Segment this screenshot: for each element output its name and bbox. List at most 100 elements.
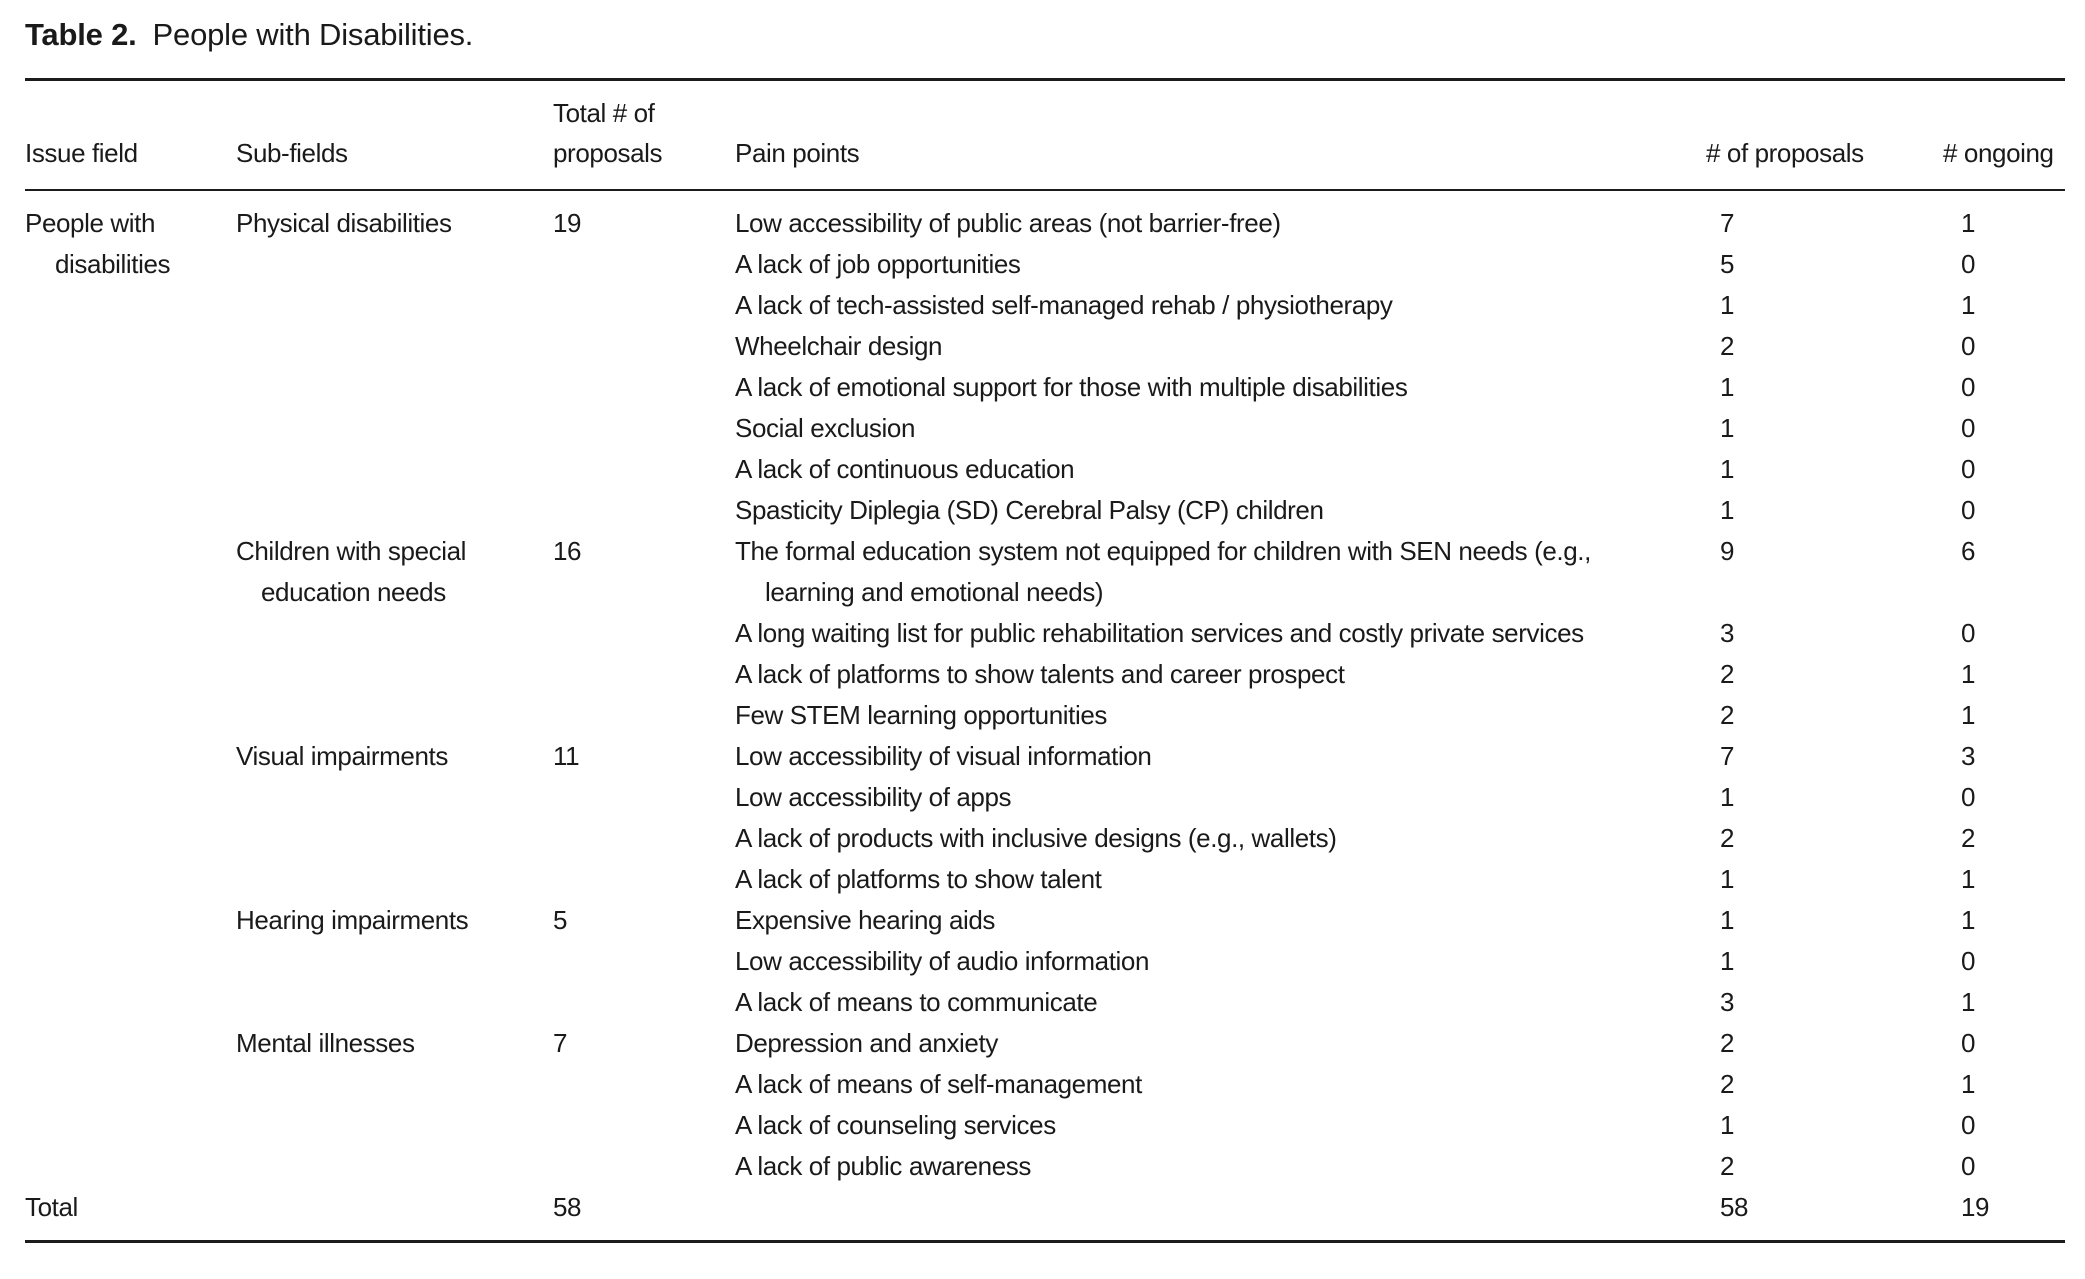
pain-point-row: Children with special education needs 16 T… (25, 531, 2065, 613)
proposals-count-cell: 5 (1720, 249, 1735, 279)
pain-point-row: A lack of emotional support for those wi… (25, 367, 2065, 408)
proposals-count-cell: 1 (1720, 290, 1735, 320)
ongoing-count-cell: 0 (1961, 331, 1976, 361)
proposals-count-cell: 1 (1720, 946, 1735, 976)
header-issue-field: Issue field (25, 79, 236, 191)
proposals-count-cell: 2 (1720, 1069, 1735, 1099)
total-painpoint-empty-cell (735, 1187, 1698, 1242)
pain-point-cell: A lack of counseling services (735, 1110, 1056, 1140)
pain-point-cell: Low accessibility of apps (735, 782, 1012, 812)
pain-point-cell: Expensive hearing aids (735, 905, 996, 935)
pain-point-cell: The formal education system not equipped… (735, 536, 1591, 607)
pain-point-row: A lack of means of self-management 2 1 (25, 1064, 2065, 1105)
proposals-count-cell: 3 (1720, 618, 1735, 648)
proposals-count-cell: 2 (1720, 1151, 1735, 1181)
pain-point-row: Social exclusion 1 0 (25, 408, 2065, 449)
proposals-count-cell: 1 (1720, 413, 1735, 443)
sub-field-cell: Children with special education needs (236, 536, 467, 607)
pain-point-row: Low accessibility of apps 1 0 (25, 777, 2065, 818)
header-total-proposals: Total # of proposals (553, 79, 735, 191)
sub-field-total-cell: 11 (553, 741, 580, 771)
ongoing-count-cell: 0 (1961, 618, 1976, 648)
sub-field-cell: Hearing impairments (236, 905, 469, 935)
ongoing-count-cell: 0 (1961, 782, 1976, 812)
ongoing-count-cell: 6 (1961, 536, 1976, 566)
pain-point-cell: A lack of products with inclusive design… (735, 823, 1337, 853)
pain-point-row: A long waiting list for public rehabilit… (25, 613, 2065, 654)
pain-point-cell: Low accessibility of public areas (not b… (735, 208, 1281, 238)
ongoing-count-cell: 0 (1961, 1110, 1976, 1140)
ongoing-count-cell: 1 (1961, 1069, 1976, 1099)
sub-field-total-cell: 16 (553, 536, 582, 566)
pain-point-row: A lack of platforms to show talent 1 1 (25, 859, 2065, 900)
proposals-count-cell: 9 (1720, 536, 1735, 566)
pain-point-cell: A lack of platforms to show talent (735, 864, 1102, 894)
table-caption-text: People with Disabilities. (152, 17, 474, 52)
pain-point-cell: Low accessibility of visual information (735, 741, 1152, 771)
pain-point-cell: A lack of tech-assisted self-managed reh… (735, 290, 1393, 320)
total-num-proposals-cell: 58 (1720, 1192, 1749, 1222)
header-row: Issue field Sub-fields Total # of propos… (25, 79, 2065, 191)
ongoing-count-cell: 1 (1961, 987, 1976, 1017)
total-num-ongoing-cell: 19 (1961, 1192, 1990, 1222)
ongoing-count-cell: 0 (1961, 1028, 1976, 1058)
sub-field-cell: Physical disabilities (236, 208, 452, 238)
proposals-count-cell: 2 (1720, 1028, 1735, 1058)
pain-point-cell: A lack of platforms to show talents and … (735, 659, 1345, 689)
paper-table-figure: Table 2. People with Disabilities. Issue … (25, 16, 2085, 1243)
pain-point-row: A lack of public awareness 2 0 (25, 1146, 2065, 1187)
total-label-cell: Total (25, 1192, 78, 1222)
header-num-proposals: # of proposals (1698, 79, 1903, 191)
pain-point-cell: Depression and anxiety (735, 1028, 998, 1058)
sub-field-total-cell: 19 (553, 208, 582, 238)
table-footer: Total 58 58 19 (25, 1187, 2065, 1242)
sub-field-total-cell: 7 (553, 1028, 568, 1058)
proposals-count-cell: 7 (1720, 208, 1735, 238)
ongoing-count-cell: 0 (1961, 454, 1976, 484)
ongoing-count-cell: 0 (1961, 946, 1976, 976)
pain-point-row: A lack of platforms to show talents and … (25, 654, 2065, 695)
proposals-count-cell: 1 (1720, 905, 1735, 935)
pain-point-row: Spasticity Diplegia (SD) Cerebral Palsy … (25, 490, 2065, 531)
ongoing-count-cell: 0 (1961, 495, 1976, 525)
pain-point-row: Few STEM learning opportunities 2 1 (25, 695, 2065, 736)
pain-point-row: Wheelchair design 2 0 (25, 326, 2065, 367)
table-number-label: Table 2. (25, 17, 137, 52)
header-num-ongoing: # ongoing (1903, 79, 2065, 191)
pain-point-cell: A lack of means of self-management (735, 1069, 1142, 1099)
table-body: People with disabilities Physical disabil… (25, 190, 2065, 1187)
ongoing-count-cell: 0 (1961, 1151, 1976, 1181)
pain-point-row: A lack of job opportunities 5 0 (25, 244, 2065, 285)
total-subfield-empty-cell (236, 1187, 553, 1242)
total-overall-proposals-cell: 58 (553, 1192, 582, 1222)
pain-point-cell: Wheelchair design (735, 331, 943, 361)
pain-point-cell: A lack of job opportunities (735, 249, 1021, 279)
pain-point-cell: A long waiting list for public rehabilit… (735, 618, 1584, 648)
proposals-count-cell: 2 (1720, 823, 1735, 853)
proposals-count-cell: 2 (1720, 331, 1735, 361)
pain-point-cell: Few STEM learning opportunities (735, 700, 1108, 730)
pain-point-row: People with disabilities Physical disabil… (25, 190, 2065, 279)
header-sub-fields: Sub-fields (236, 79, 553, 191)
people-with-disabilities-table: Issue field Sub-fields Total # of propos… (25, 78, 2065, 1243)
pain-point-row: A lack of continuous education 1 0 (25, 449, 2065, 490)
pain-point-cell: Spasticity Diplegia (SD) Cerebral Palsy … (735, 495, 1324, 525)
proposals-count-cell: 1 (1720, 1110, 1735, 1140)
pain-point-row: Hearing impairments 5 Expensive hearing ai… (25, 900, 2065, 941)
table-caption: Table 2. People with Disabilities. (25, 16, 2085, 54)
pain-point-cell: Low accessibility of audio information (735, 946, 1150, 976)
pain-point-row: Mental illnesses 7 Depression and anxiety 2… (25, 1023, 2065, 1064)
pain-point-cell: A lack of public awareness (735, 1151, 1031, 1181)
ongoing-count-cell: 0 (1961, 249, 1976, 279)
pain-point-row: A lack of tech-assisted self-managed reh… (25, 285, 2065, 326)
pain-point-row: A lack of products with inclusive design… (25, 818, 2065, 859)
pain-point-cell: A lack of continuous education (735, 454, 1075, 484)
proposals-count-cell: 1 (1720, 495, 1735, 525)
table-header: Issue field Sub-fields Total # of propos… (25, 79, 2065, 191)
proposals-count-cell: 1 (1720, 782, 1735, 812)
pain-point-row: A lack of means to communicate 3 1 (25, 982, 2065, 1023)
proposals-count-cell: 2 (1720, 700, 1735, 730)
pain-point-row: A lack of counseling services 1 0 (25, 1105, 2065, 1146)
proposals-count-cell: 1 (1720, 372, 1735, 402)
ongoing-count-cell: 1 (1961, 905, 1976, 935)
